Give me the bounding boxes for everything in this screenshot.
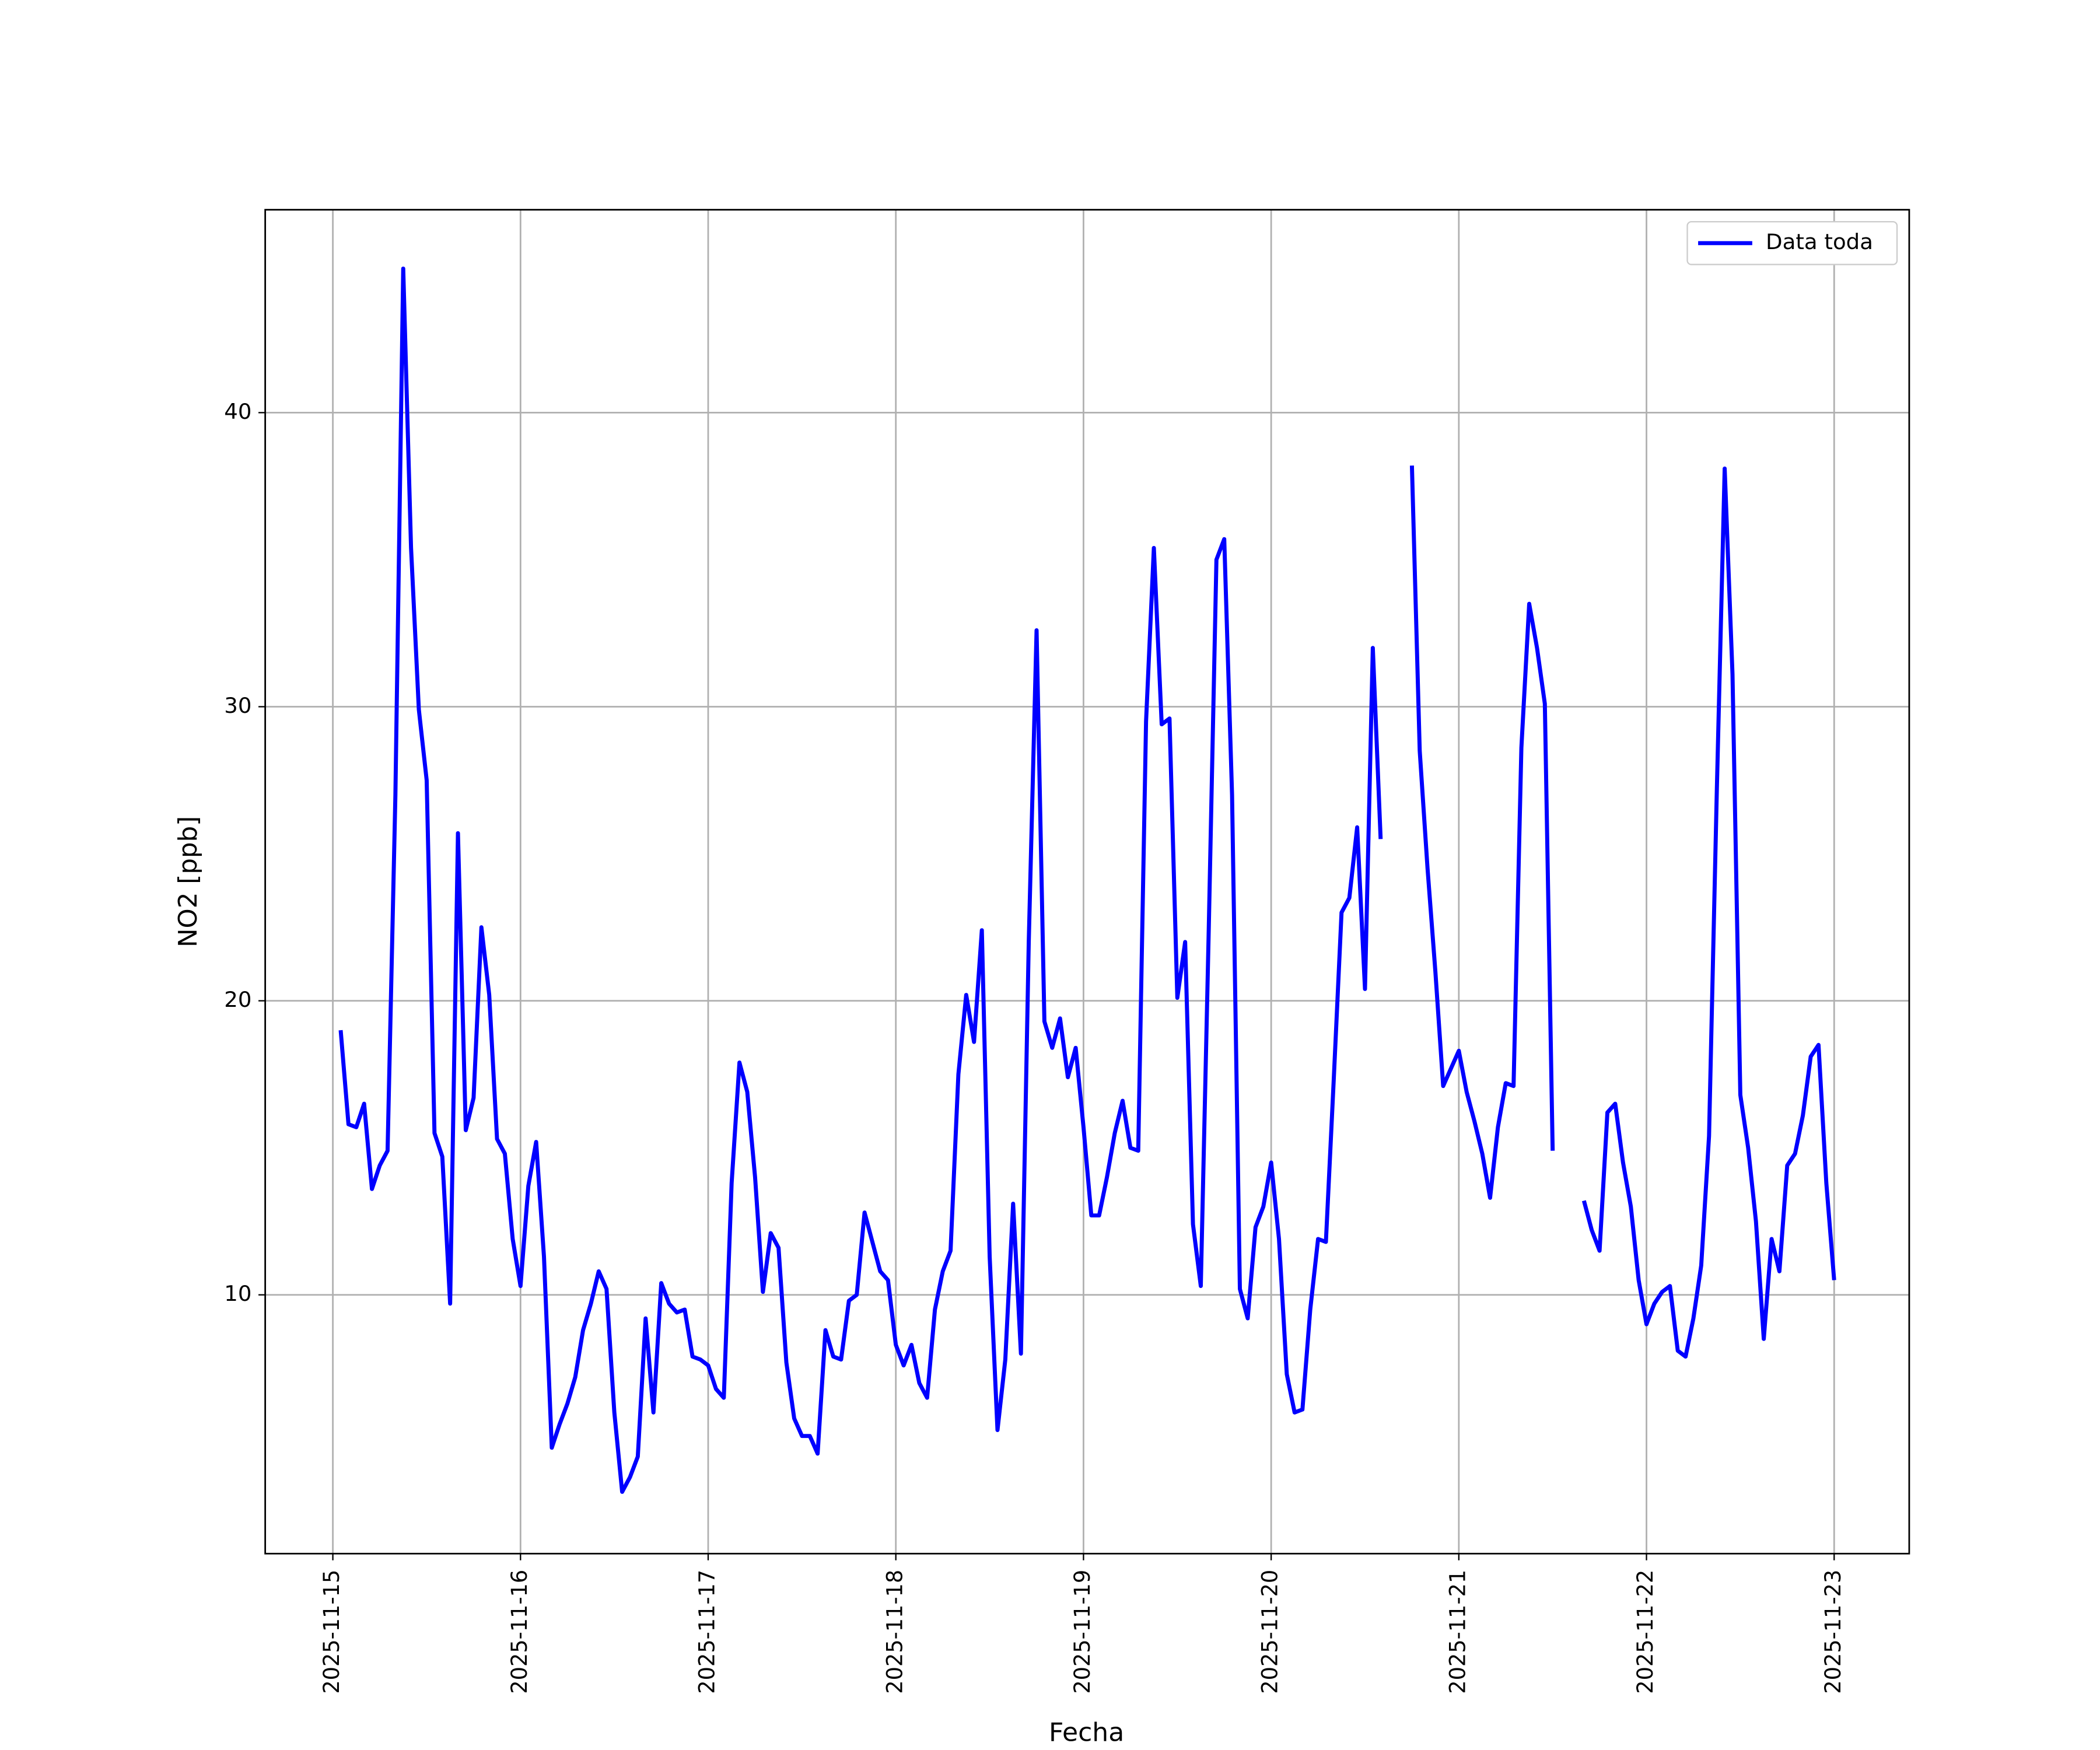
legend-box — [1686, 221, 1898, 265]
legend-label: Data toda — [1766, 229, 1873, 254]
x-tick-label: 2025-11-16 — [507, 1570, 532, 1694]
y-tick-label: 10 — [224, 1281, 251, 1306]
x-axis-label: Fecha — [1049, 1718, 1124, 1748]
y-tick-label: 20 — [224, 987, 251, 1012]
x-tick-label: 2025-11-21 — [1445, 1570, 1470, 1694]
x-tick-label: 2025-11-22 — [1633, 1570, 1658, 1694]
y-tick-label: 30 — [224, 693, 251, 718]
y-axis-label: NO2 [ppb] — [173, 816, 203, 947]
x-tick-label: 2025-11-20 — [1257, 1570, 1282, 1694]
x-tick-label: 2025-11-23 — [1821, 1570, 1846, 1694]
y-tick-label: 40 — [224, 399, 251, 424]
plot-frame — [264, 209, 1910, 1555]
x-tick-label: 2025-11-19 — [1070, 1570, 1095, 1694]
x-tick-label: 2025-11-15 — [319, 1570, 344, 1694]
x-tick-label: 2025-11-17 — [694, 1570, 719, 1694]
x-tick-label: 2025-11-18 — [882, 1570, 907, 1694]
data-line — [338, 266, 1836, 1494]
